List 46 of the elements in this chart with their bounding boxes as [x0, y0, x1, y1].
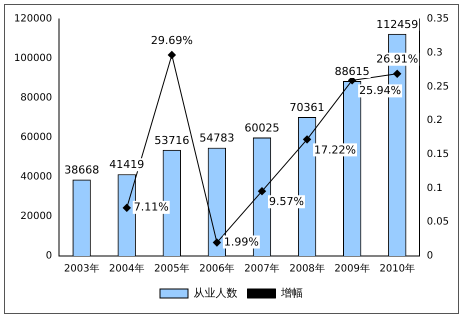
data-label: 60025 — [244, 121, 280, 134]
x-tick-label: 2006年 — [199, 262, 235, 275]
legend-label: 从业人数 — [194, 286, 238, 300]
y2-tick-label: 0.15 — [426, 149, 449, 160]
point — [168, 50, 176, 59]
data-label: 9.57% — [268, 195, 304, 208]
y-tick-label: 40000 — [20, 172, 52, 183]
legend-label: 增幅 — [280, 286, 303, 300]
data-label: 7.11% — [134, 200, 169, 214]
data-label: 112459 — [376, 18, 418, 31]
y2-tick-label: 0.2 — [426, 115, 443, 126]
x-tick-label: 2009年 — [334, 262, 370, 275]
y2-tick-label: 0.25 — [426, 81, 449, 92]
data-label: 38668 — [64, 163, 100, 176]
point — [122, 204, 131, 212]
point — [258, 187, 266, 196]
point — [303, 135, 312, 144]
data-label: 29.69% — [150, 34, 193, 47]
data-label: 25.94% — [359, 84, 402, 98]
x-tick-label: 2010年 — [379, 262, 415, 275]
data-label: 17.22% — [314, 143, 356, 156]
point — [212, 238, 221, 247]
x-tick-label: 2008年 — [289, 262, 325, 275]
x-tick-label: 2003年 — [64, 262, 100, 275]
data-label: 88615 — [334, 64, 370, 78]
data-label: 26.91% — [376, 52, 418, 66]
data-label: 53716 — [154, 134, 190, 147]
y-tick-label: 80000 — [20, 92, 52, 104]
y-tick-label: 100000 — [14, 53, 52, 64]
data-label: 41419 — [109, 158, 144, 172]
y-tick-label: 60000 — [20, 132, 52, 144]
data-label: 1.99% — [224, 235, 259, 248]
y2-tick-label: 0.1 — [426, 182, 443, 194]
x-tick-label: 2007年 — [244, 262, 280, 275]
y2-tick-label: 0.05 — [426, 216, 449, 228]
y2-tick-label: 0.35 — [426, 14, 449, 25]
x-tick-label: 2005年 — [154, 262, 190, 275]
y2-tick-label: 0.3 — [426, 47, 443, 58]
y2-tick-label: 0 — [426, 250, 434, 262]
y-tick-label: 20000 — [20, 211, 52, 222]
data-label: 54783 — [199, 132, 234, 145]
x-tick-label: 2004年 — [109, 262, 145, 275]
y-tick-label: 120000 — [14, 14, 52, 25]
point — [393, 70, 402, 78]
y-tick-label: 0 — [46, 250, 52, 262]
data-label: 70361 — [290, 100, 325, 114]
